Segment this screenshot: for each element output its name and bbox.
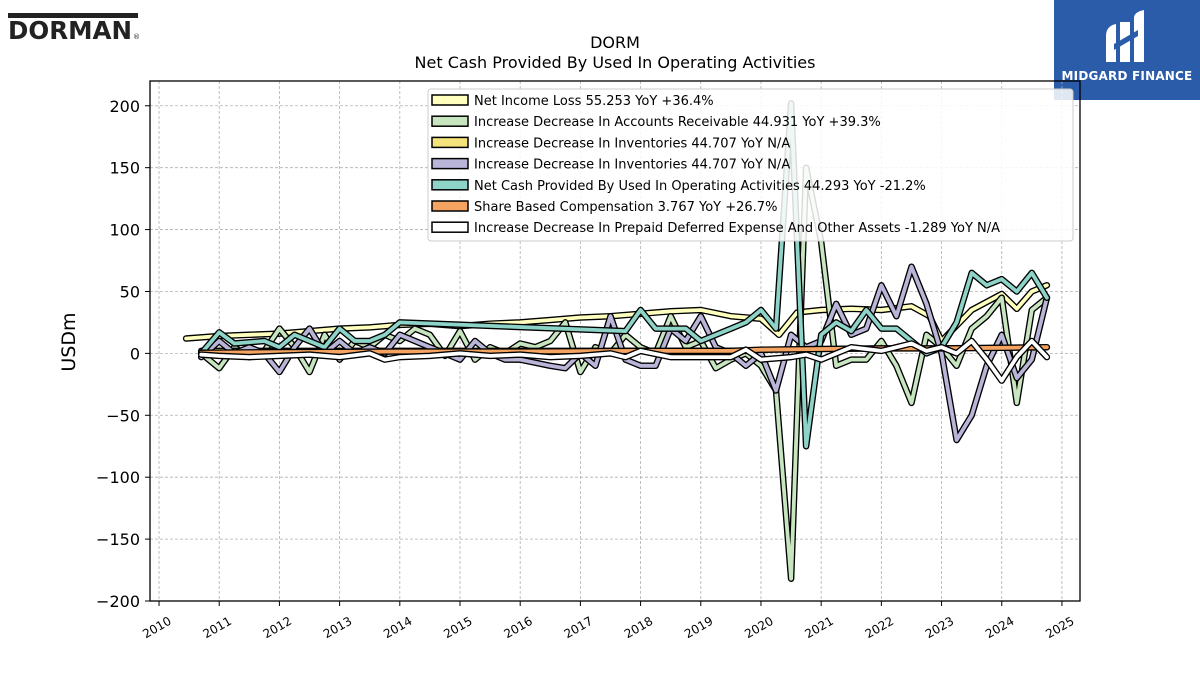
legend-swatch	[431, 221, 469, 233]
legend-entry-4: Increase Decrease In Inventories 44.707 …	[431, 157, 790, 173]
x-tick-label: 2025	[1043, 614, 1076, 641]
series-line	[199, 264, 1049, 442]
x-tick-label: 2016	[501, 614, 534, 641]
legend-label: Increase Decrease In Inventories 44.707 …	[474, 158, 790, 173]
legend-entry-2: Increase Decrease In Accounts Receivable…	[431, 115, 881, 130]
x-tick-label: 2012	[261, 614, 294, 641]
series-7	[197, 337, 1051, 384]
legend-label: Net Income Loss 55.253 YoY +36.4%	[474, 94, 714, 109]
legend-label: Share Based Compensation 3.767 YoY +26.7…	[474, 200, 777, 215]
dorman-logo-text: DORMAN	[8, 16, 132, 44]
y-tick-label: 0	[130, 344, 140, 363]
x-tick-label: 2024	[983, 614, 1016, 641]
x-tick-label: 2018	[622, 614, 655, 641]
series-line	[199, 101, 1049, 449]
legend-entry-3: Increase Decrease In Inventories 44.707 …	[431, 136, 790, 151]
y-tick-label: 200	[109, 97, 140, 116]
legend-label: Net Cash Provided By Used In Operating A…	[474, 179, 926, 194]
svg-text:®: ®	[133, 33, 140, 41]
midgard-logo-text: MIDGARD FINANCE	[1061, 69, 1193, 83]
x-tick-label: 2019	[682, 614, 715, 641]
legend-swatch	[431, 115, 469, 127]
y-tick-label: −100	[96, 468, 140, 487]
x-tick-label: 2010	[140, 614, 173, 641]
legend-entry-7: Increase Decrease In Prepaid Deferred Ex…	[431, 221, 1000, 236]
x-tick-label: 2011	[200, 614, 233, 641]
y-tick-label: −150	[96, 530, 140, 549]
chart-title: DORM	[590, 33, 640, 52]
legend-box	[427, 88, 1074, 242]
legend-swatch	[431, 136, 469, 149]
midgard-mark-icon	[1106, 10, 1144, 62]
legend-swatch	[431, 200, 469, 212]
x-tick-label: 2017	[562, 614, 595, 641]
x-tick-label: 2021	[802, 614, 835, 641]
plot-frame	[149, 80, 1081, 602]
legend-label: Increase Decrease In Inventories 44.707 …	[474, 136, 790, 151]
y-tick-label: −50	[106, 406, 140, 425]
x-tick-label: 2014	[381, 614, 414, 641]
y-tick-label: 50	[120, 282, 140, 301]
y-axis-label: USDm	[58, 312, 80, 371]
x-tick-label: 2020	[742, 614, 775, 641]
x-tick-label: 2022	[863, 614, 896, 641]
series-lines	[182, 100, 1051, 582]
x-tick-label: 2013	[321, 614, 354, 641]
chart-subtitle: Net Cash Provided By Used In Operating A…	[415, 53, 816, 72]
legend-entry-6: Share Based Compensation 3.767 YoY +26.7…	[431, 200, 777, 215]
x-tick-label: 2015	[441, 614, 474, 641]
legend: Net Income Loss 55.253 YoY +36.4% Increas…	[427, 88, 1074, 242]
y-tick-label: −200	[96, 592, 140, 611]
series-4	[197, 263, 1051, 444]
series-line	[199, 339, 1049, 383]
series-5	[197, 100, 1051, 450]
legend-entry-5: Net Cash Provided By Used In Operating A…	[431, 179, 926, 194]
midgard-finance-logo: MIDGARD FINANCE	[1054, 0, 1200, 100]
legend-swatch	[431, 94, 469, 106]
legend-swatch	[431, 157, 469, 170]
x-tick-label: 2023	[923, 614, 956, 641]
dorman-logo: DORMAN ®	[6, 12, 142, 45]
legend-swatch	[431, 179, 469, 191]
legend-label: Increase Decrease In Prepaid Deferred Ex…	[474, 221, 1000, 236]
legend-label: Increase Decrease In Accounts Receivable…	[474, 115, 881, 130]
legend-entry-1: Net Income Loss 55.253 YoY +36.4%	[431, 94, 714, 109]
y-tick-label: 100	[109, 221, 140, 240]
y-tick-label: 150	[109, 159, 140, 178]
